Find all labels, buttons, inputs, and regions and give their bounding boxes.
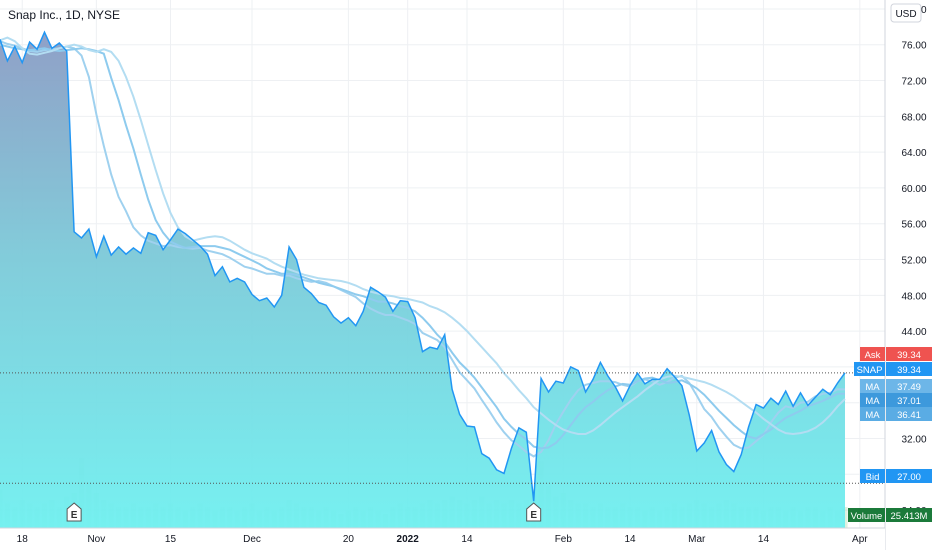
y-tick-label: 32.00: [901, 435, 926, 446]
x-tick-label: Apr: [852, 534, 868, 545]
moving-average-line: [0, 43, 846, 450]
price-label-tag: MA: [865, 396, 880, 407]
earnings-marker[interactable]: E: [66, 502, 82, 522]
price-label-value-bg: [886, 393, 932, 407]
price-label-tag: MA: [865, 410, 880, 421]
price-label-value-bg: [886, 407, 932, 421]
earnings-marker-label: E: [71, 510, 78, 521]
price-label-tag: Volume: [851, 511, 883, 522]
price-line: [0, 30, 846, 502]
price-label-tag: Bid: [866, 472, 880, 483]
x-tick-label: 14: [461, 534, 473, 545]
price-scale-labels: Ask 39.34 SNAP 39.34 MA 37.49 MA 37.01 MA 36.41 Bi…: [848, 347, 932, 522]
price-line-path: [0, 30, 846, 502]
x-tick-label: Mar: [688, 534, 706, 545]
price-area: [0, 32, 845, 528]
y-tick-label: 44.00: [901, 327, 926, 338]
x-tick-label: 14: [758, 534, 770, 545]
chart-title: Snap Inc., 1D, NYSE: [8, 8, 120, 22]
y-tick-label: 52.00: [901, 256, 926, 267]
price-label-value: 37.01: [897, 396, 921, 407]
price-label-value: 39.34: [897, 350, 921, 361]
earnings-marker-shape: [66, 502, 82, 522]
price-scale-background[interactable]: [885, 0, 932, 528]
x-tick-label: Feb: [555, 534, 573, 545]
price-label-tag: Ask: [865, 350, 881, 361]
y-tick-label: 72.00: [901, 77, 926, 88]
x-tick-label: 20: [343, 534, 355, 545]
price-label-snap: SNAP 39.34: [854, 362, 932, 376]
x-axis: 18 Nov 15 Dec 20 2022 14 Feb 14 Mar 14 Apr: [17, 534, 869, 545]
x-tick-label: 2022: [397, 534, 420, 545]
price-label-tag-bg: [848, 508, 885, 522]
y-tick-label: 56.00: [901, 220, 926, 231]
price-levels: [0, 372, 885, 484]
price-label-tag-bg: [860, 393, 885, 407]
price-label-ma: MA 36.41: [860, 407, 932, 421]
price-label-tag: SNAP: [857, 365, 883, 376]
y-tick-label: 76.00: [901, 41, 926, 52]
price-label-tag-bg: [860, 469, 885, 483]
y-tick-label: 48.00: [901, 291, 926, 302]
price-label-value-bg: [886, 362, 932, 376]
y-axis: 24.0028.0032.0036.0040.0044.0048.0052.00…: [901, 5, 926, 517]
y-tick-label: 64.00: [901, 148, 926, 159]
price-label-ma: MA 37.49: [860, 379, 932, 393]
time-scale-background[interactable]: [0, 528, 885, 550]
price-label-tag-bg: [860, 379, 885, 393]
earnings-marker-shape: [526, 502, 542, 522]
x-tick-label: 15: [165, 534, 177, 545]
price-label-value-bg: [886, 379, 932, 393]
price-label-tag-bg: [860, 407, 885, 421]
x-tick-label: 18: [17, 534, 29, 545]
price-label-value: 25.413M: [891, 511, 928, 522]
x-tick-label: Dec: [243, 534, 261, 545]
price-label-bid: Bid 27.00: [860, 469, 932, 483]
y-tick-label: 68.00: [901, 112, 926, 123]
price-label-tag-bg: [854, 362, 885, 376]
price-label-value-bg: [886, 347, 932, 361]
currency-label: USD: [895, 9, 916, 20]
x-tick-label: Nov: [87, 534, 105, 545]
moving-averages: [0, 36, 846, 458]
earnings-marker-label: E: [530, 510, 537, 521]
price-label-tag: MA: [865, 382, 880, 393]
price-area-fill: [0, 32, 845, 528]
price-label-value: 37.49: [897, 382, 921, 393]
price-label-tag-bg: [860, 347, 885, 361]
y-tick-label: 60.00: [901, 184, 926, 195]
earnings-marker[interactable]: E: [526, 502, 542, 522]
price-label-ma: MA 37.01: [860, 393, 932, 407]
moving-average-line: [0, 40, 846, 458]
x-tick-label: 14: [624, 534, 636, 545]
price-label-volume: Volume 25.413M: [848, 508, 932, 522]
price-label-value: 39.34: [897, 365, 921, 376]
currency-button[interactable]: USD: [890, 3, 922, 23]
price-label-value-bg: [886, 508, 932, 522]
moving-average-line: [0, 36, 846, 436]
price-label-value-bg: [886, 469, 932, 483]
price-label-value: 27.00: [897, 472, 921, 483]
price-label-value: 36.41: [897, 410, 921, 421]
price-label-ask: Ask 39.34: [860, 347, 932, 361]
